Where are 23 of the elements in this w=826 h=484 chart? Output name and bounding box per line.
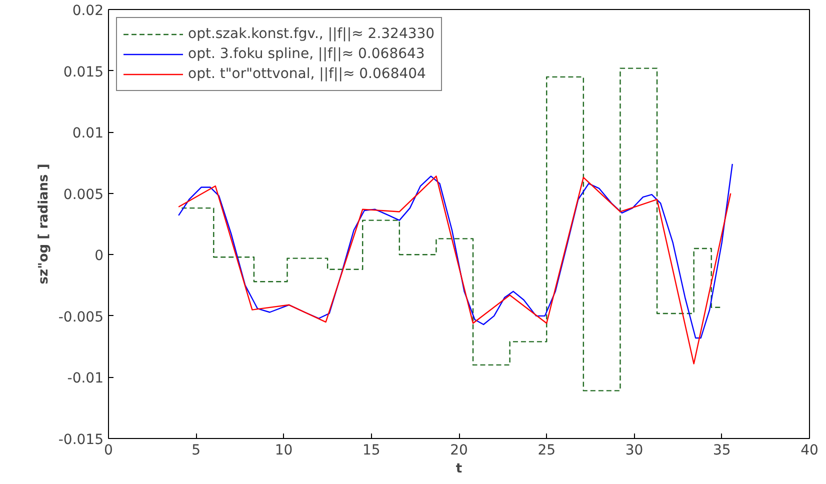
x-tick-label: 40	[800, 442, 818, 458]
line-series	[178, 163, 733, 339]
y-tick-label: 0.005	[63, 186, 104, 203]
x-tick-label: 20	[450, 442, 468, 458]
y-tick-label: -0.005	[58, 309, 104, 326]
y-tick-label: 0	[94, 248, 104, 264]
legend-label: opt. t"or"ottvonal, ||f||≈ 0.068404	[188, 65, 426, 83]
x-tick-label: 30	[625, 442, 644, 458]
y-tick-label: 0.015	[63, 64, 104, 80]
x-tick-label: 5	[192, 442, 201, 458]
y-axis-title: sz"og [ radians ]	[36, 164, 52, 284]
x-tick-label: 35	[712, 442, 731, 458]
y-tick-label: -0.015	[58, 432, 104, 448]
legend-label: opt. 3.foku spline, ||f||≈ 0.068643	[188, 45, 425, 63]
x-tick-label: 25	[538, 442, 556, 458]
y-tick-label: 0.02	[72, 3, 104, 19]
legend-label: opt.szak.konst.fgv., ||f||≈ 2.324330	[188, 25, 435, 43]
x-axis-title: t	[456, 462, 462, 476]
y-tick-label: -0.01	[67, 370, 104, 387]
x-tick-label: 10	[274, 442, 293, 458]
line-series	[178, 176, 732, 364]
x-tick-label: 15	[362, 442, 380, 458]
y-tick-label: 0.01	[72, 126, 104, 142]
